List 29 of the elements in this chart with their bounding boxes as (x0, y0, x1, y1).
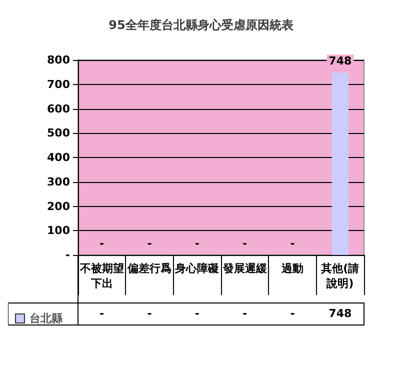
data-label: - (100, 307, 104, 320)
data-label: 748 (328, 307, 352, 320)
text: - (290, 237, 295, 250)
text: - (100, 237, 104, 250)
x-tick-label: 不被期望下出 (78, 262, 124, 290)
y-tick-label: 600 (47, 102, 70, 116)
text: - (147, 237, 152, 250)
text: - (242, 237, 248, 250)
data-label: - (194, 307, 200, 320)
y-tick-label: 800 (47, 54, 70, 66)
data-label: - (242, 307, 248, 320)
text: - (194, 237, 200, 250)
x-tick-label: 過動 (280, 262, 304, 275)
x-tick-label: 偏差行爲 (126, 262, 172, 275)
data-label: - (147, 307, 152, 320)
x-tick-label: 身心障礙 (174, 262, 220, 275)
legend-label: 台北縣 (30, 312, 64, 325)
chart-title: 95全年度台北縣身心受虐原因統表 (108, 18, 294, 32)
y-tick-label: 100 (47, 224, 70, 238)
y-tick-label: 200 (47, 200, 70, 213)
x-tick-label: 其他(請說明) (320, 262, 360, 290)
y-tick-label: 700 (47, 78, 70, 91)
data-label: - (290, 307, 295, 320)
y-tick-label: 500 (47, 126, 70, 140)
x-tick-label: 發展遲緩 (222, 262, 268, 275)
text: 748 (328, 54, 352, 68)
y-tick-label: 400 (47, 151, 70, 164)
y-tick-label: - (65, 248, 70, 262)
y-tick-label: 300 (47, 175, 70, 188)
